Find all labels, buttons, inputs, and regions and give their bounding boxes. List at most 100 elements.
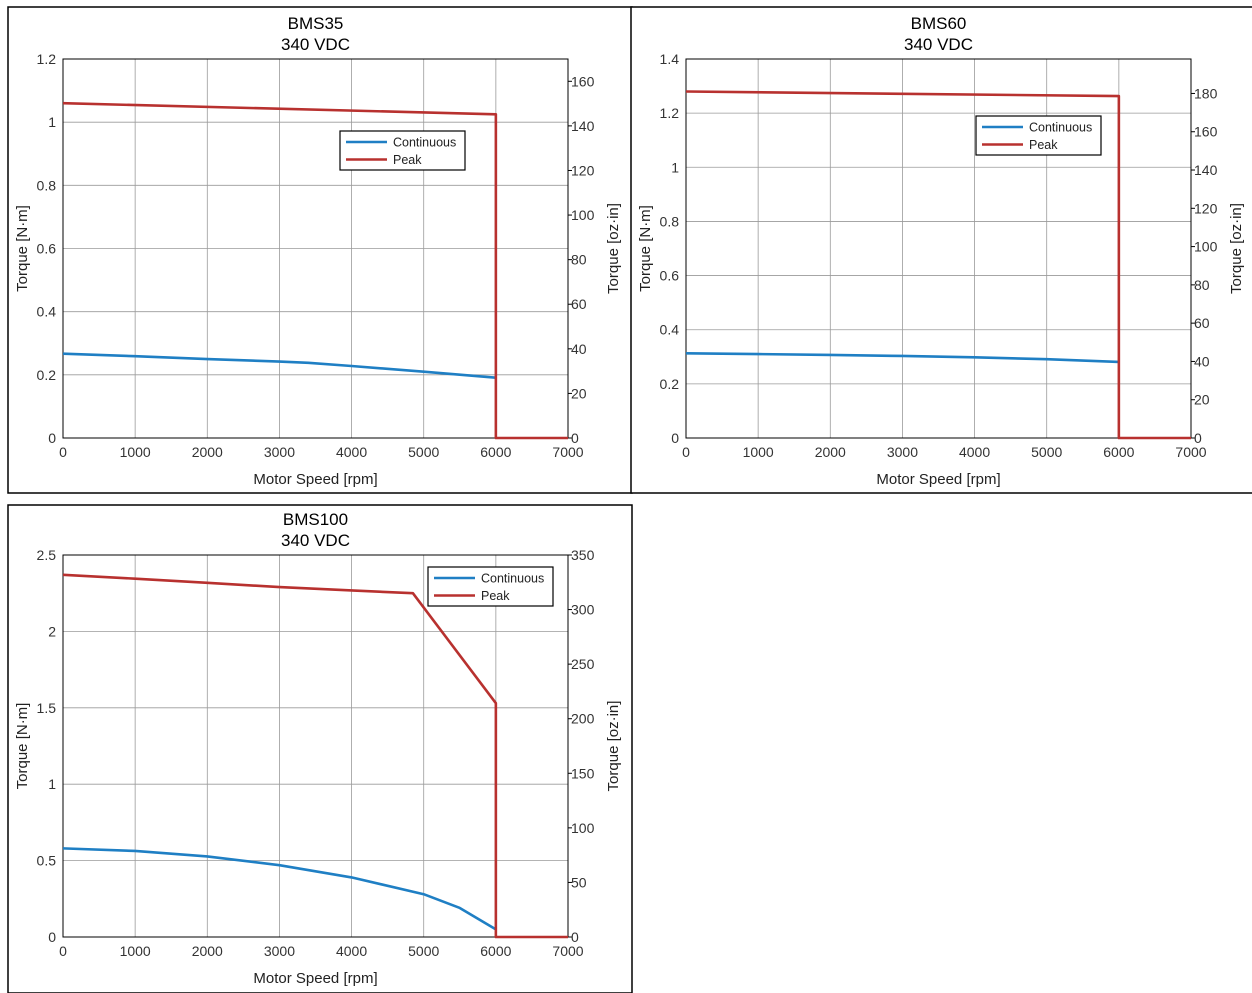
x-axis-label: Motor Speed [rpm] (253, 970, 377, 987)
series-line-peak (685, 90, 1191, 440)
plot-area (685, 58, 1192, 439)
y-tick-label: 1.2 (660, 105, 680, 121)
chart-title: BMS35 (288, 14, 344, 33)
series-line-peak (62, 101, 568, 440)
x-tick-label: 7000 (552, 943, 583, 959)
y-tick-label: 2 (48, 623, 56, 639)
y-tick-label: 2.5 (37, 547, 57, 563)
y2-tick-label: 250 (571, 656, 595, 672)
chart-subtitle: 340 VDC (281, 531, 350, 550)
y-tick-label: 1.2 (37, 51, 57, 67)
chart-title: BMS100 (283, 510, 348, 529)
legend-box (427, 566, 554, 607)
y2-tick-label: 40 (1194, 353, 1210, 369)
chart-svg: 0 1000 2000 3000 4000 5000 6000 700000.511.522.… (7, 504, 633, 993)
y2-tick-label: 180 (1194, 85, 1218, 101)
y2-tick-label: 200 (571, 711, 595, 727)
y-tick-label: 1.4 (660, 51, 680, 67)
legend-label-continuous: Continuous (393, 136, 456, 150)
y2-tick-label: 160 (1194, 124, 1218, 140)
x-tick-label: 6000 (480, 444, 511, 460)
legend-box (975, 115, 1102, 156)
legend-label-continuous: Continuous (1029, 121, 1092, 135)
y2-axis-label: Torque [oz·in] (1228, 203, 1245, 294)
y-tick-label: 0.2 (37, 367, 57, 383)
chart-panel-bms60: 0 1000 2000 3000 4000 5000 6000 7000 0 0.2 0.4 0.6 0… (630, 6, 1252, 494)
y2-axis-label: Torque [oz·in] (605, 203, 622, 294)
x-tick-label: 3000 (887, 444, 918, 460)
y2-tick-label: 0 (1194, 430, 1202, 446)
legend-label-continuous: Continuous (481, 572, 544, 586)
y2-tick-label: 100 (571, 207, 595, 223)
y2-tick-label: 40 (571, 341, 587, 357)
legend-box (339, 130, 466, 171)
chart-panel-bms100: 0 1000 2000 3000 4000 5000 6000 7000 0 0.5 1 1.5 2 2.… (7, 504, 633, 993)
x-tick-label: 7000 (552, 444, 583, 460)
plot-area (62, 554, 569, 938)
y2-tick-label: 140 (571, 118, 595, 134)
plot-border (685, 58, 1192, 439)
x-tick-label: 2000 (815, 444, 846, 460)
y2-tick-label: 100 (571, 820, 595, 836)
y2-tick-label: 80 (1194, 277, 1210, 293)
y2-tick-label: 20 (571, 385, 587, 401)
y-axis-label: Torque [N·m] (14, 205, 31, 292)
y-tick-label: 0 (48, 430, 56, 446)
series-line-peak (62, 573, 568, 939)
chart-panel-bms35: 0 1000 2000 3000 4000 5000 6000 7000 0 0.2 0.4 0.6 0… (7, 6, 633, 494)
y2-axis-label: Torque [oz·in] (605, 701, 622, 792)
series-line-continuous (62, 847, 497, 931)
y2-tick-label: 150 (571, 765, 595, 781)
y2-tick-label: 0 (571, 430, 579, 446)
x-tick-label: 2000 (192, 943, 223, 959)
y2-tick-label: 20 (1194, 392, 1210, 408)
y-tick-label: 0.6 (37, 241, 57, 257)
x-tick-label: 3000 (264, 943, 295, 959)
series-line-continuous (62, 352, 496, 379)
chart-title: BMS60 (911, 14, 967, 33)
y2-tick-label: 140 (1194, 162, 1218, 178)
legend: Continuous Peak (339, 130, 466, 171)
chart-subtitle: 340 VDC (904, 35, 973, 54)
y-tick-label: 0.8 (37, 177, 57, 193)
y-tick-label: 0.6 (660, 268, 680, 284)
y-tick-label: 0 (671, 430, 679, 446)
plot-border (62, 58, 569, 439)
legend: Continuous Peak (427, 566, 554, 607)
y2-tick-label: 50 (571, 874, 587, 890)
chart-subtitle: 340 VDC (281, 35, 350, 54)
x-tick-label: 4000 (336, 943, 367, 959)
chart-svg: 0 1000 2000 3000 4000 5000 6000 700000.20.40.60… (630, 6, 1252, 494)
x-tick-label: 2000 (192, 444, 223, 460)
y2-tick-label: 0 (571, 929, 579, 945)
x-tick-label: 0 (59, 444, 67, 460)
y-tick-label: 1 (48, 776, 56, 792)
x-tick-label: 3000 (264, 444, 295, 460)
y2-tick-label: 120 (1194, 200, 1218, 216)
y-tick-label: 1.5 (37, 700, 57, 716)
y-tick-label: 1 (671, 159, 679, 175)
x-tick-label: 4000 (959, 444, 990, 460)
x-axis-label: Motor Speed [rpm] (876, 471, 1000, 488)
y-tick-label: 0.2 (660, 376, 680, 392)
y2-tick-label: 160 (571, 73, 595, 89)
legend-label-peak: Peak (393, 153, 422, 167)
y2-tick-label: 100 (1194, 239, 1218, 255)
y-axis-label: Torque [N·m] (637, 205, 654, 292)
x-tick-label: 5000 (1031, 444, 1062, 460)
x-tick-label: 7000 (1175, 444, 1206, 460)
y-tick-label: 0.5 (37, 853, 57, 869)
x-tick-label: 5000 (408, 444, 439, 460)
x-tick-label: 1000 (743, 444, 774, 460)
x-tick-label: 4000 (336, 444, 367, 460)
y2-tick-label: 60 (1194, 315, 1210, 331)
y2-tick-label: 80 (571, 252, 587, 268)
x-tick-label: 5000 (408, 943, 439, 959)
y-tick-label: 0 (48, 929, 56, 945)
y2-tick-label: 120 (571, 162, 595, 178)
plot-border (62, 554, 569, 938)
x-tick-label: 1000 (120, 943, 151, 959)
y2-tick-label: 60 (571, 296, 587, 312)
y-tick-label: 0.4 (37, 304, 57, 320)
legend-label-peak: Peak (1029, 138, 1058, 152)
